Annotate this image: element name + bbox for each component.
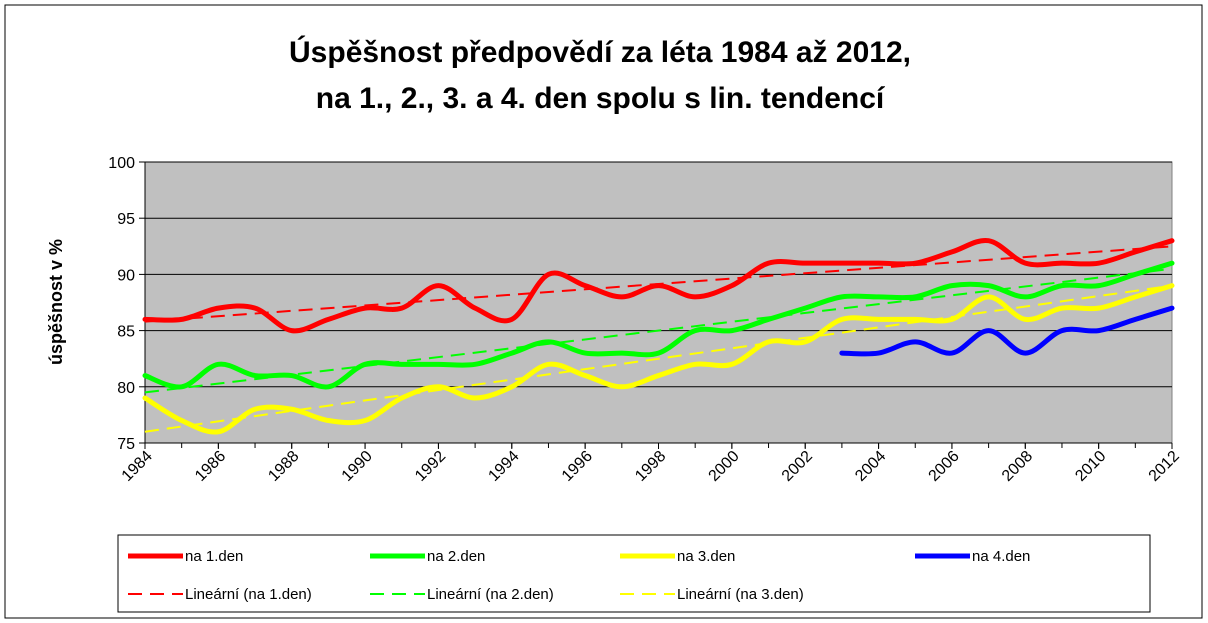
chart-title: na 1., 2., 3. a 4. den spolu s lin. tend… — [316, 82, 886, 115]
y-tick-label: 85 — [117, 324, 135, 341]
y-tick-label: 90 — [117, 267, 135, 284]
trend-line — [144, 284, 1173, 433]
series-line — [142, 260, 1175, 390]
legend-label: na 1.den — [185, 548, 243, 565]
legend — [117, 534, 1151, 613]
series-line — [142, 237, 1175, 334]
plot-area — [144, 161, 1173, 444]
series-line — [142, 283, 1175, 435]
legend-label: Lineární (na 3.den) — [677, 586, 804, 603]
y-axis-label: úspěšnost v % — [46, 239, 66, 365]
chart-title: Úspěšnost předpovědí za léta 1984 až 201… — [289, 35, 911, 69]
legend-label: na 2.den — [427, 548, 485, 565]
legend-label: na 4.den — [972, 548, 1030, 565]
legend-label: na 3.den — [677, 548, 735, 565]
y-tick-label: 75 — [117, 436, 135, 453]
series-line — [839, 305, 1175, 357]
y-tick-label: 95 — [117, 211, 135, 228]
legend-label: Lineární (na 1.den) — [185, 586, 312, 603]
legend-label: Lineární (na 2.den) — [427, 586, 554, 603]
y-tick-label: 100 — [108, 155, 135, 172]
y-tick-label: 80 — [117, 380, 135, 397]
